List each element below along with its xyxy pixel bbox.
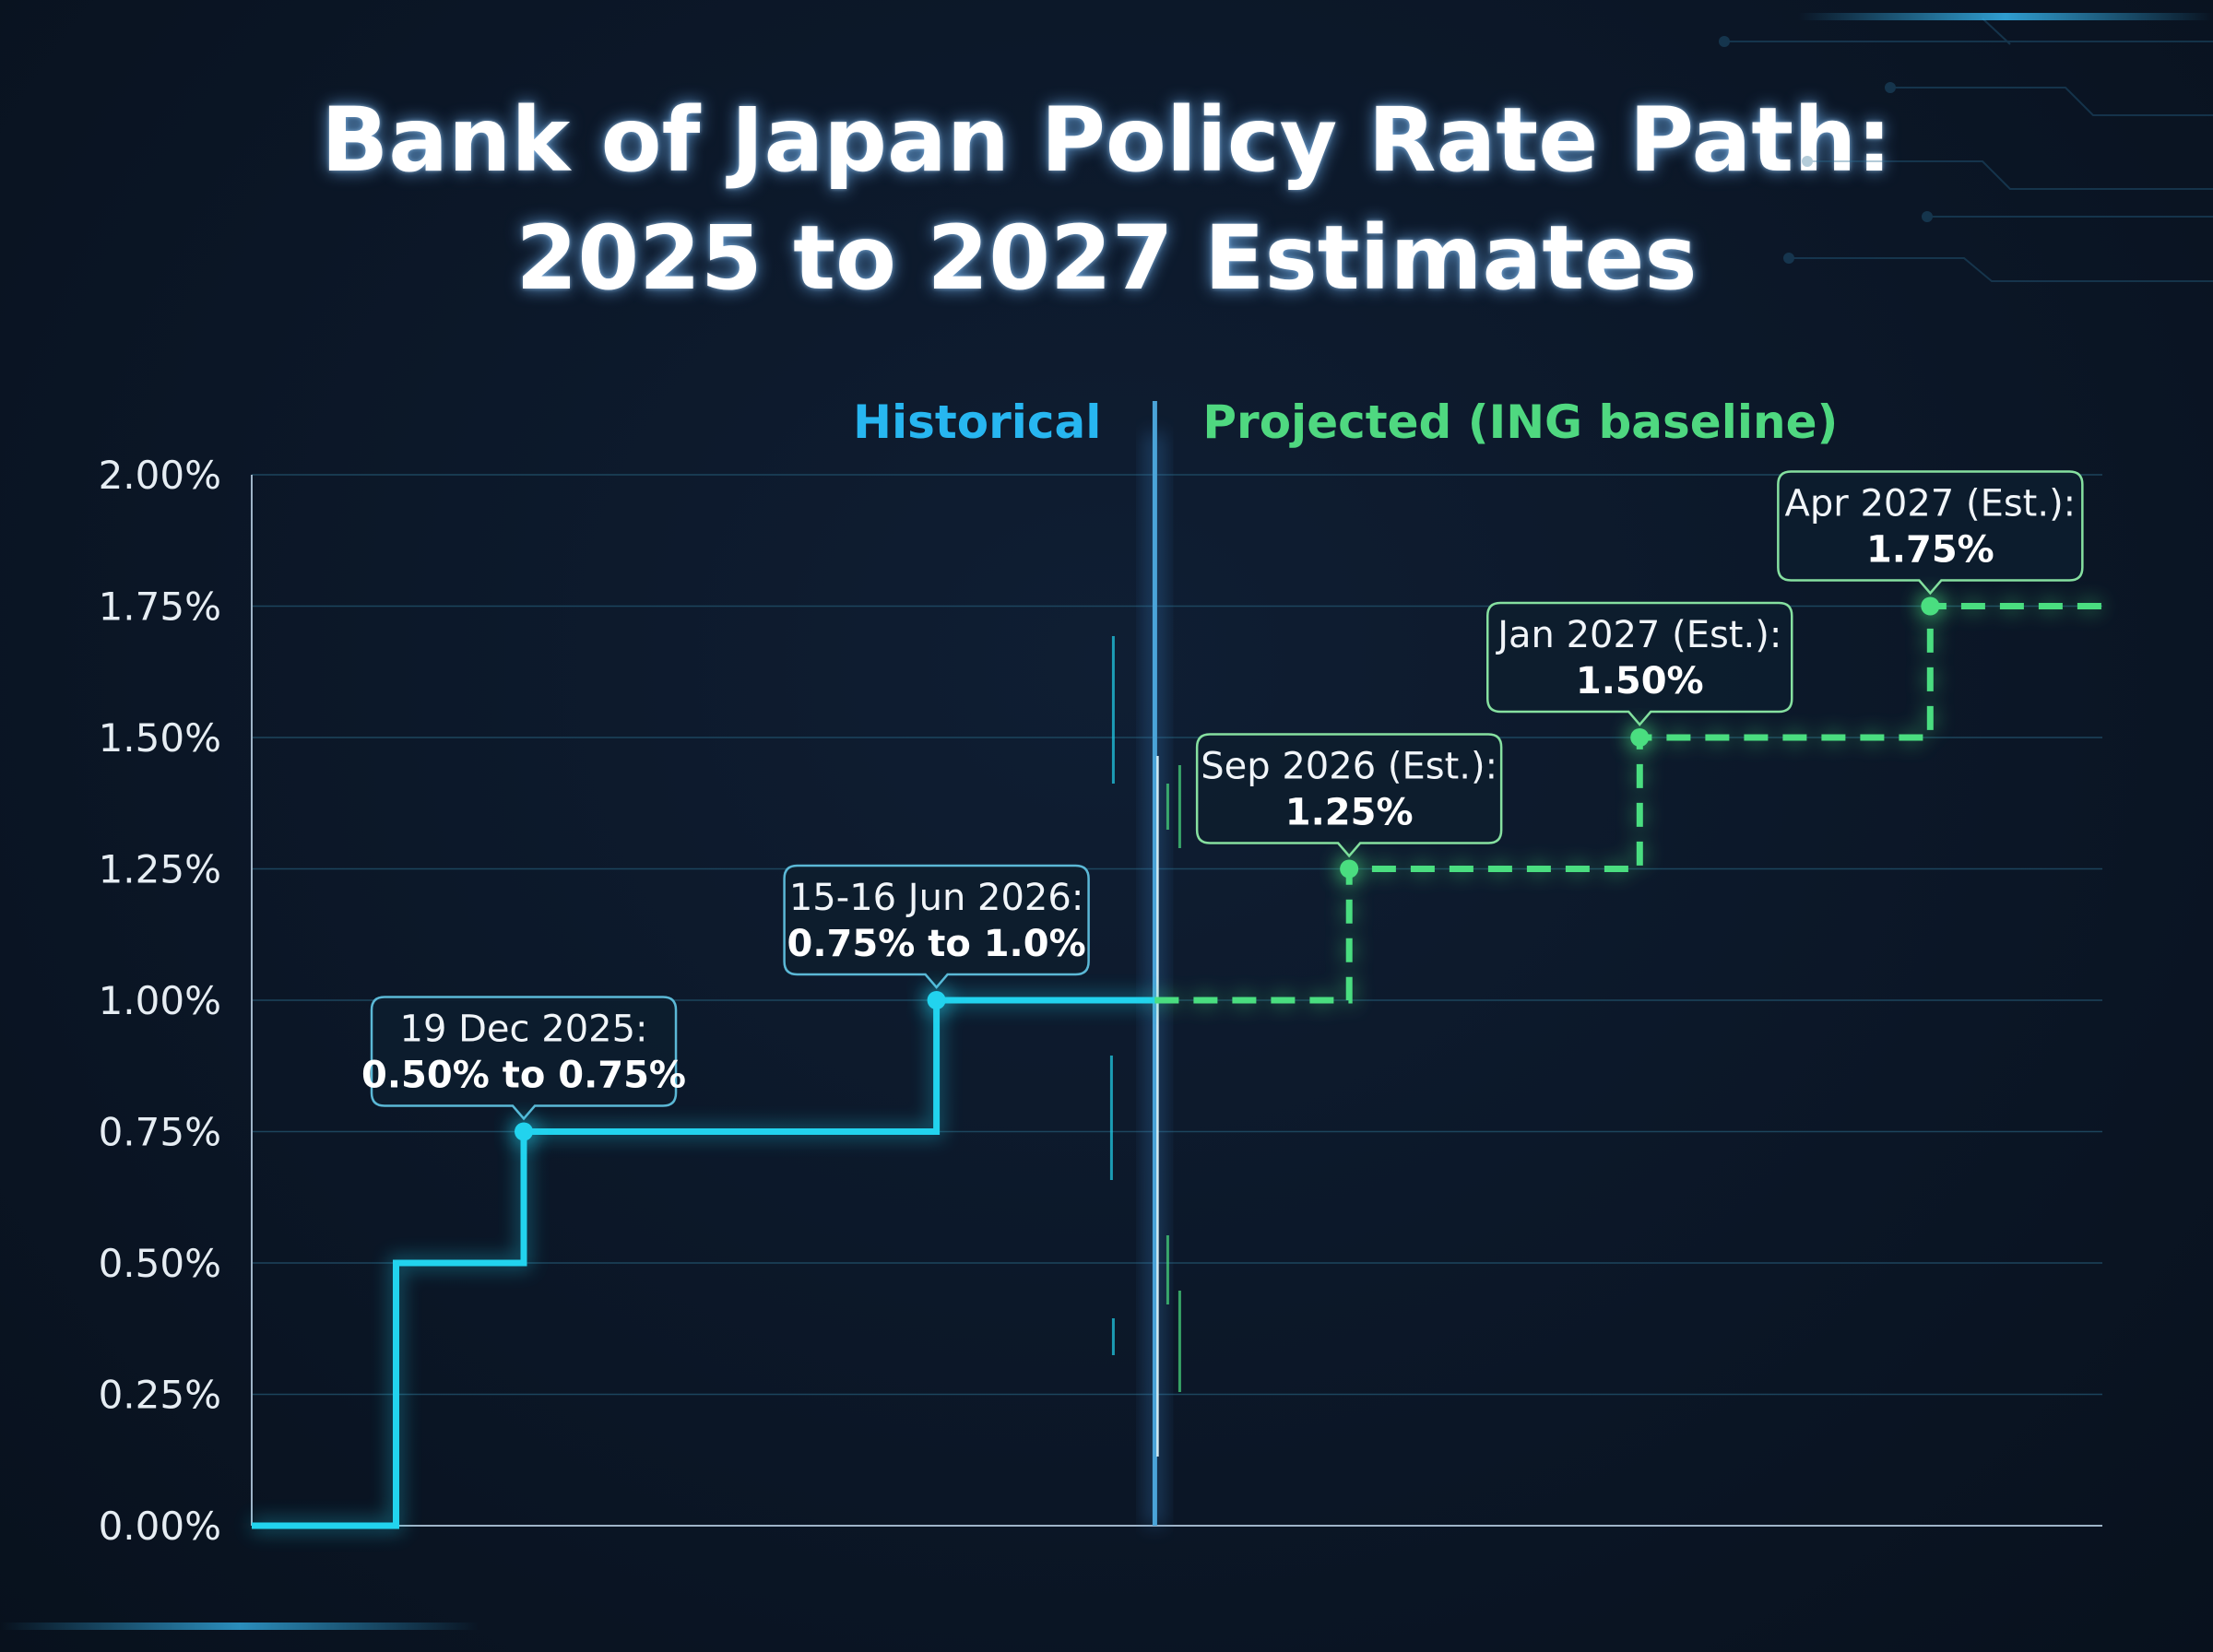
circuit-node (1885, 82, 1896, 93)
annotation-box (1777, 470, 2084, 596)
annotation-label: 19 Dec 2025: (400, 1009, 648, 1051)
y-tick-label: 0.25% (99, 1373, 221, 1418)
annotation-value: 0.75% to 1.0% (787, 923, 1086, 965)
y-tick-label: 1.50% (99, 715, 221, 761)
projected-rate-line (1154, 603, 2102, 1004)
data-point-marker (927, 991, 946, 1009)
data-point-marker (515, 1122, 534, 1141)
rate-annotation: 19 Dec 2025:0.50% to 0.75% (361, 996, 686, 1121)
circuit-node (1802, 156, 1813, 167)
annotation-label: Jan 2027 (Est.): (1495, 614, 1781, 656)
y-tick-label: 0.75% (99, 1110, 221, 1155)
annotation-box (783, 864, 1090, 989)
annotation-label: 15-16 Jun 2026: (789, 877, 1083, 919)
annotation-box (370, 996, 678, 1121)
annotation-box (1195, 733, 1503, 858)
circuit-trace (1890, 87, 2213, 116)
annotation-label: Sep 2026 (Est.): (1201, 746, 1497, 788)
y-tick-label: 2.00% (99, 453, 221, 498)
bottom-edge-glow (0, 1622, 479, 1630)
projected-region-label: Projected (ING baseline) (1202, 395, 1838, 449)
rate-annotation: Apr 2027 (Est.):1.75% (1777, 470, 2084, 596)
annotation-label: Apr 2027 (Est.): (1785, 483, 2077, 525)
y-tick-label: 1.00% (99, 978, 221, 1023)
circuit-trace (1807, 160, 2213, 190)
y-tick-label: 0.50% (99, 1241, 221, 1286)
circuit-node (1719, 36, 1730, 47)
top-edge-glow (1798, 13, 2213, 20)
chart-title-line-1: Bank of Japan Policy Rate Path: (321, 88, 1892, 192)
rate-annotation: Jan 2027 (Est.):1.50% (1486, 601, 1793, 726)
historical-region-label: Historical (853, 395, 1101, 449)
y-tick-label: 0.00% (99, 1504, 221, 1549)
circuit-node (1922, 211, 1933, 222)
annotation-value: 1.50% (1576, 660, 1704, 702)
historical-rate-line (252, 997, 1155, 1529)
circuit-trace (1789, 257, 2213, 282)
chart-title-line-2: 2025 to 2027 Estimates (515, 206, 1698, 310)
circuit-decoration (1719, 18, 2213, 282)
y-tick-label: 1.75% (99, 584, 221, 630)
circuit-trace (1982, 18, 2011, 45)
annotation-box (1486, 601, 1793, 726)
data-point-marker (1340, 859, 1359, 879)
data-point-marker (1630, 728, 1650, 747)
rate-annotation: 15-16 Jun 2026:0.75% to 1.0% (783, 864, 1090, 989)
rate-annotation: Sep 2026 (Est.):1.25% (1195, 733, 1503, 858)
circuit-node (1783, 253, 1794, 264)
chart-title: Bank of Japan Policy Rate Path: 2025 to … (0, 81, 2213, 317)
data-point-marker (1921, 596, 1940, 616)
annotation-value: 0.50% to 0.75% (361, 1055, 686, 1097)
y-tick-label: 1.25% (99, 847, 221, 892)
annotation-value: 1.25% (1285, 792, 1414, 834)
annotation-value: 1.75% (1866, 529, 1994, 572)
